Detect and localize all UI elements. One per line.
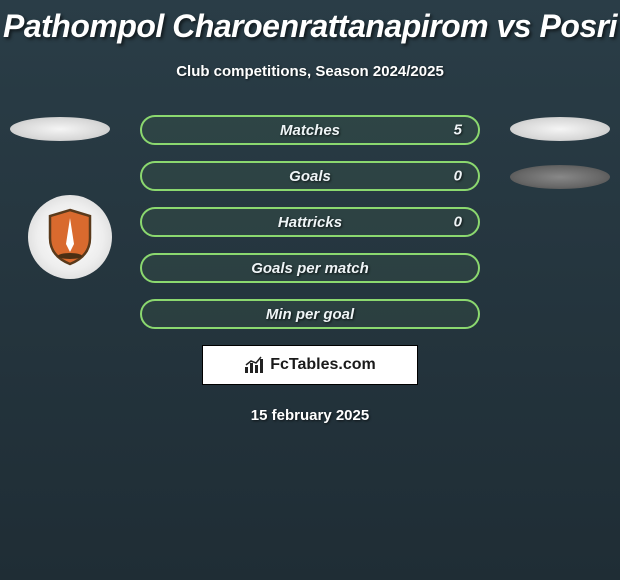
stat-value-right: 5 bbox=[454, 122, 462, 139]
club-badge bbox=[28, 195, 112, 279]
stat-row-matches: Matches 5 bbox=[140, 115, 480, 145]
snapshot-date: 15 february 2025 bbox=[0, 407, 620, 424]
chart-icon bbox=[244, 356, 266, 374]
stat-label: Goals per match bbox=[251, 260, 369, 277]
brand-text: FcTables.com bbox=[270, 356, 376, 374]
stat-label: Goals bbox=[289, 168, 331, 185]
comparison-panel: Matches 5 Goals 0 Hattricks 0 Goals per … bbox=[0, 115, 620, 424]
player1-placeholder-icon bbox=[10, 117, 110, 141]
stat-row-mpg: Min per goal bbox=[140, 299, 480, 329]
stat-row-goals: Goals 0 bbox=[140, 161, 480, 191]
player2-placeholder-icon bbox=[510, 117, 610, 141]
page-title: Pathompol Charoenrattanapirom vs Posri bbox=[0, 0, 620, 45]
stat-value-right: 0 bbox=[454, 214, 462, 231]
player2-shadow-icon bbox=[510, 165, 610, 189]
brand-link[interactable]: FcTables.com bbox=[202, 345, 418, 385]
stat-label: Matches bbox=[280, 122, 340, 139]
stat-row-hattricks: Hattricks 0 bbox=[140, 207, 480, 237]
shield-icon bbox=[46, 208, 94, 266]
stat-label: Hattricks bbox=[278, 214, 342, 231]
stat-row-gpm: Goals per match bbox=[140, 253, 480, 283]
page-subtitle: Club competitions, Season 2024/2025 bbox=[0, 63, 620, 80]
stats-list: Matches 5 Goals 0 Hattricks 0 Goals per … bbox=[140, 115, 480, 329]
stat-label: Min per goal bbox=[266, 306, 354, 323]
stat-value-right: 0 bbox=[454, 168, 462, 185]
